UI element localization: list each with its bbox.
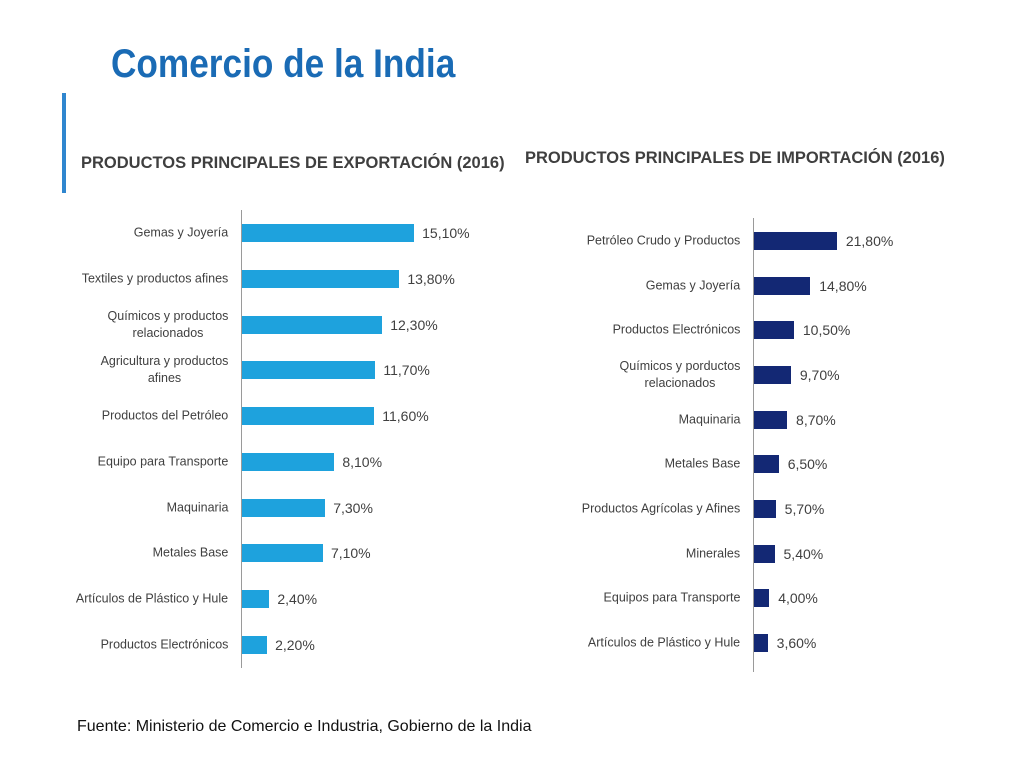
import-category-label: Gemas y Joyería	[645, 278, 741, 293]
import-data-label: 8,70%	[796, 411, 836, 428]
export-bar	[242, 315, 383, 334]
import-bar	[754, 544, 775, 563]
export-bar	[242, 452, 335, 471]
export-data-label: 11,60%	[382, 408, 429, 425]
export-data-label: 2,20%	[275, 637, 315, 654]
export-category-label: Artículos de Plástico y Hule	[75, 591, 229, 606]
export-category-label: Productos Electrónicos	[100, 637, 229, 652]
export-data-label: 2,40%	[277, 591, 318, 608]
slide-title: Comercio de la India	[111, 42, 456, 86]
export-category-label: Gemas y Joyería	[133, 225, 229, 240]
export-category-label: Maquinaria	[166, 500, 229, 515]
import-data-label: 9,70%	[799, 367, 840, 383]
export-bar	[242, 224, 415, 242]
export-data-label: 7,10%	[330, 545, 371, 562]
export-data-label: 12,30%	[390, 316, 438, 333]
import-data-label: 6,50%	[787, 456, 828, 473]
exports-chart: PRODUCTOS PRINCIPALES DE EXPORTACIÓN (20…	[75, 154, 505, 668]
export-data-label: 13,80%	[407, 270, 455, 287]
source-footer: Fuente: Ministerio de Comercio e Industr…	[77, 718, 532, 735]
import-bar	[754, 589, 770, 608]
import-data-label: 4,00%	[778, 590, 818, 607]
exports-axis-line	[241, 210, 242, 668]
imports-chart-title: PRODUCTOS PRINCIPALES DE IMPORTACIÓN (20…	[525, 149, 945, 167]
import-bar	[754, 321, 794, 340]
import-category-label: Químicos y porductos relacionados	[619, 359, 741, 390]
import-data-label: 14,80%	[819, 277, 867, 294]
export-category-label: Equipo para Transporte	[97, 454, 229, 469]
import-category-label: Petróleo Crudo y Productos	[586, 233, 741, 248]
export-category-label: Textiles y productos afines	[81, 271, 229, 286]
export-data-label: 7,30%	[333, 499, 373, 516]
export-data-label: 8,10%	[342, 453, 383, 470]
import-bar	[754, 500, 776, 519]
export-bar	[242, 407, 375, 426]
import-data-label: 21,80%	[845, 233, 894, 249]
import-bar	[754, 232, 837, 250]
export-bar	[242, 498, 326, 517]
export-data-label: 11,70%	[383, 362, 430, 379]
import-bar	[754, 366, 791, 384]
export-bar	[242, 590, 270, 609]
import-data-label: 5,70%	[784, 501, 825, 518]
import-category-label: Equipos para Transporte	[603, 590, 741, 605]
export-bar	[242, 544, 323, 563]
export-bar	[242, 361, 376, 380]
import-category-label: Artículos de Plástico y Hule	[587, 635, 741, 650]
export-category-label: Productos del Petróleo	[101, 408, 229, 423]
import-bar	[754, 455, 779, 474]
import-bar	[754, 276, 811, 295]
import-data-label: 5,40%	[783, 545, 824, 562]
export-category-label: Químicos y productos relacionados	[107, 308, 229, 340]
export-category-label: Metales Base	[152, 545, 229, 560]
export-bar	[242, 636, 268, 655]
export-category-label: Agricultura y productos afines	[100, 354, 229, 386]
export-data-label: 15,10%	[422, 225, 470, 241]
import-bar	[754, 410, 788, 429]
export-bar	[242, 269, 400, 288]
import-data-label: 3,60%	[776, 635, 817, 652]
import-category-label: Minerales	[685, 546, 741, 561]
import-category-label: Metales Base	[664, 456, 741, 471]
exports-chart-title: PRODUCTOS PRINCIPALES DE EXPORTACIÓN (20…	[81, 154, 505, 172]
import-category-label: Productos Agrícolas y Afines	[581, 501, 741, 516]
import-category-label: Maquinaria	[678, 412, 741, 427]
accent-bar	[62, 93, 66, 193]
import-category-label: Productos Electrónicos	[612, 322, 741, 337]
imports-axis-line	[753, 218, 754, 672]
import-data-label: 10,50%	[802, 322, 851, 339]
imports-chart: PRODUCTOS PRINCIPALES DE IMPORTACIÓN (20…	[512, 0, 1024, 768]
import-bar	[754, 634, 768, 653]
